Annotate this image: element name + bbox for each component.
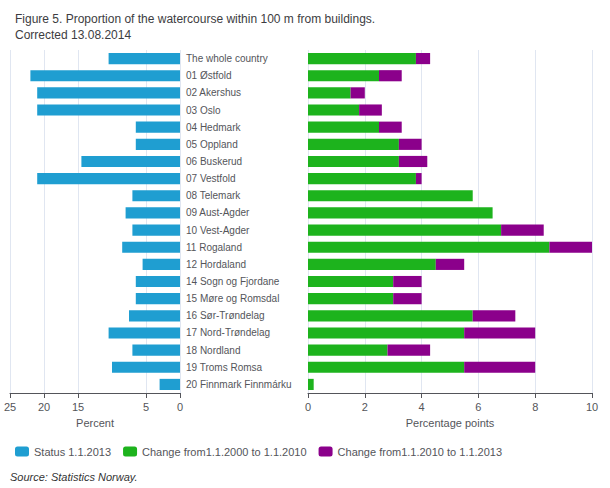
svg-text:8: 8: [532, 401, 538, 413]
svg-text:01 Østfold: 01 Østfold: [186, 70, 232, 81]
svg-text:16 Sør-Trøndelag: 16 Sør-Trøndelag: [186, 310, 265, 321]
svg-text:Corrected 13.08.2014: Corrected 13.08.2014: [15, 28, 131, 42]
svg-text:Change from1.1.2010 to 1.1.201: Change from1.1.2010 to 1.1.2013: [338, 446, 503, 458]
svg-text:06 Buskerud: 06 Buskerud: [186, 156, 242, 167]
svg-text:20: 20: [38, 401, 50, 413]
svg-text:0: 0: [305, 401, 311, 413]
svg-text:09 Aust-Agder: 09 Aust-Agder: [186, 207, 250, 218]
svg-text:17 Nord-Trøndelag: 17 Nord-Trøndelag: [186, 327, 270, 338]
svg-text:10: 10: [586, 401, 598, 413]
svg-text:20 Finnmark Finnmárku: 20 Finnmark Finnmárku: [186, 379, 292, 390]
svg-text:05 Oppland: 05 Oppland: [186, 139, 238, 150]
svg-text:02 Akershus: 02 Akershus: [186, 87, 241, 98]
svg-text:Status 1.1.2013: Status 1.1.2013: [34, 446, 111, 458]
svg-text:08 Telemark: 08 Telemark: [186, 190, 241, 201]
svg-text:0: 0: [177, 401, 183, 413]
svg-text:15 Møre og Romsdal: 15 Møre og Romsdal: [186, 293, 279, 304]
svg-text:The whole country: The whole country: [186, 53, 268, 64]
svg-text:Figure 5. Proportion of the wa: Figure 5. Proportion of the watercourse …: [15, 12, 375, 26]
svg-text:14 Sogn og Fjordane: 14 Sogn og Fjordane: [186, 276, 280, 287]
svg-text:5: 5: [143, 401, 149, 413]
svg-text:12 Hordaland: 12 Hordaland: [186, 259, 246, 270]
svg-text:Percentage points: Percentage points: [406, 417, 495, 429]
svg-text:18 Nordland: 18 Nordland: [186, 345, 240, 356]
svg-text:25: 25: [4, 401, 16, 413]
svg-text:Source: Statistics Norway.: Source: Statistics Norway.: [10, 471, 138, 483]
svg-text:03 Oslo: 03 Oslo: [186, 105, 221, 116]
svg-text:19 Troms Romsa: 19 Troms Romsa: [186, 362, 263, 373]
svg-text:2: 2: [362, 401, 368, 413]
svg-text:6: 6: [475, 401, 481, 413]
svg-text:04 Hedmark: 04 Hedmark: [186, 122, 241, 133]
svg-text:11 Rogaland: 11 Rogaland: [186, 242, 242, 253]
svg-text:15: 15: [72, 401, 84, 413]
svg-text:Change from1.1.2000 to 1.1.201: Change from1.1.2000 to 1.1.2010: [142, 446, 307, 458]
svg-text:07 Vestfold: 07 Vestfold: [186, 173, 235, 184]
svg-text:10 Vest-Agder: 10 Vest-Agder: [186, 225, 250, 236]
svg-text:4: 4: [419, 401, 425, 413]
svg-text:Percent: Percent: [76, 417, 114, 429]
